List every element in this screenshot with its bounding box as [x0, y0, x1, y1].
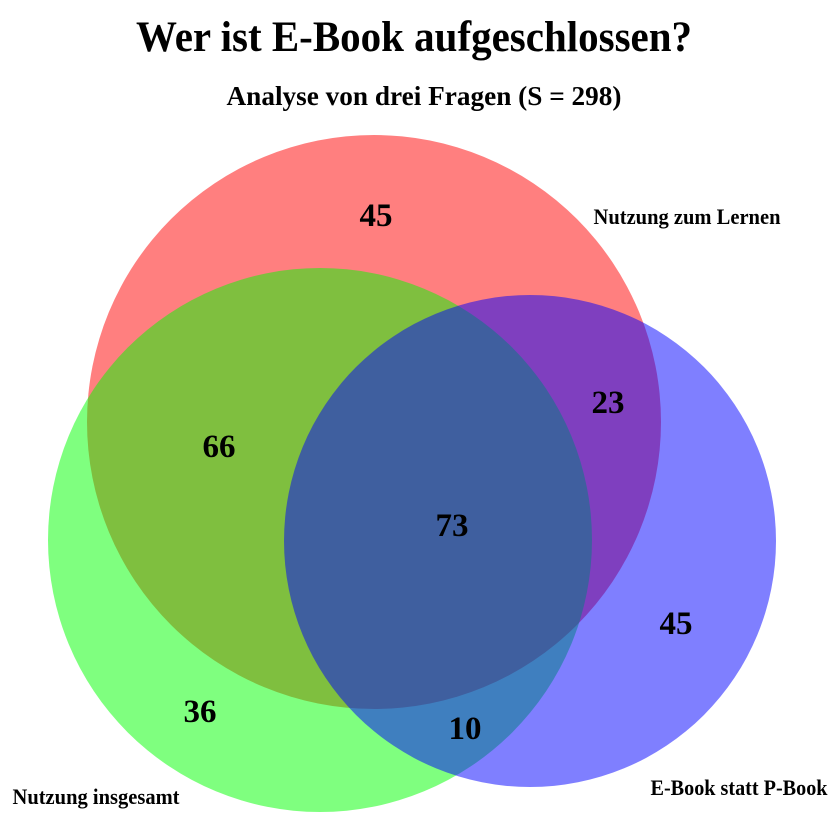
- svg-text:10: 10: [449, 711, 482, 747]
- svg-text:73: 73: [436, 508, 469, 544]
- svg-text:36: 36: [184, 694, 217, 730]
- svg-text:66: 66: [203, 429, 236, 465]
- svg-text:Wer ist E-Book aufgeschlossen?: Wer ist E-Book aufgeschlossen?: [136, 14, 692, 61]
- svg-text:45: 45: [660, 606, 693, 642]
- svg-text:Nutzung insgesamt: Nutzung insgesamt: [13, 784, 181, 809]
- svg-text:23: 23: [592, 385, 625, 421]
- svg-text:45: 45: [360, 198, 393, 234]
- svg-text:Nutzung zum Lernen: Nutzung zum Lernen: [594, 204, 781, 229]
- svg-text:E-Book statt P-Book: E-Book statt P-Book: [651, 775, 829, 800]
- svg-text:Analyse von drei Fragen (S = 2: Analyse von drei Fragen (S = 298): [227, 80, 622, 111]
